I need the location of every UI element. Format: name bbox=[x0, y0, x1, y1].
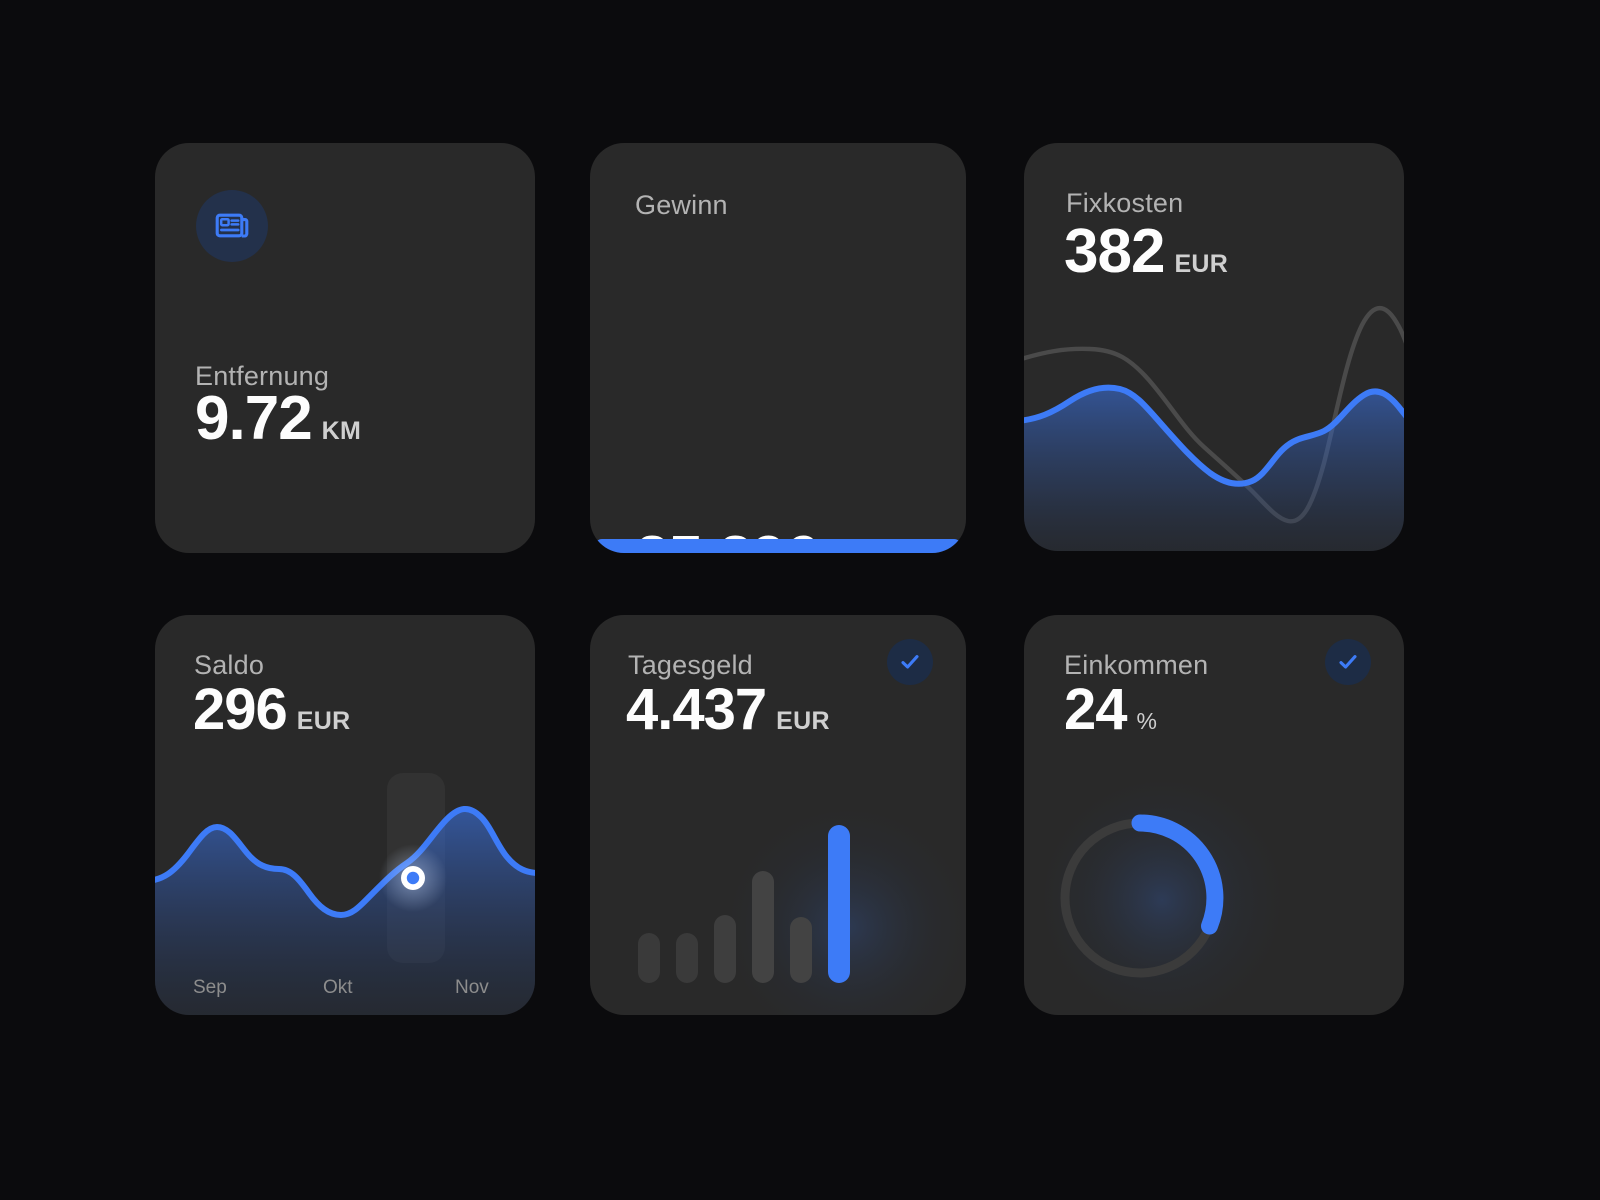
card-label: Saldo bbox=[194, 650, 265, 680]
saldo-marker-dot bbox=[406, 871, 420, 885]
metric-value: 296 bbox=[193, 677, 288, 742]
bar-5 bbox=[790, 917, 812, 983]
newspaper-icon-badge[interactable] bbox=[196, 190, 268, 262]
fixkosten-line bbox=[1024, 384, 1404, 487]
gauge-glow bbox=[1042, 780, 1282, 1015]
bar-2 bbox=[676, 933, 698, 983]
card-label: Gewinn bbox=[635, 190, 728, 220]
gauge-progress bbox=[1131, 814, 1224, 935]
metric-value-row: 296 EUR bbox=[193, 681, 350, 739]
card-saldo[interactable]: Saldo 296 EUR Sep Okt Nov bbox=[155, 615, 535, 1015]
bar-3 bbox=[714, 915, 736, 983]
bar-4 bbox=[752, 871, 774, 983]
card-einkommen[interactable]: Einkommen 24 % bbox=[1024, 615, 1404, 1015]
metric-unit: % bbox=[1136, 708, 1158, 734]
check-icon bbox=[1339, 655, 1357, 669]
axis-label-nov: Nov bbox=[455, 977, 489, 998]
axis-label-sep: Sep bbox=[193, 977, 227, 998]
card-label: Entfernung bbox=[195, 361, 330, 391]
metric-unit: EUR bbox=[296, 707, 351, 735]
card-gewinn[interactable]: Gewinn 25.296 EUR 112.71% bbox=[590, 143, 966, 553]
metric-unit: EUR bbox=[1174, 250, 1229, 278]
newspaper-icon bbox=[215, 213, 249, 238]
metric-value-row: 4.437 EUR bbox=[626, 681, 830, 739]
fixkosten-chart bbox=[1024, 305, 1404, 551]
metric-value: 9.72 bbox=[195, 384, 313, 453]
fixkosten-area-fill bbox=[1024, 387, 1404, 551]
card-fixkosten[interactable]: Fixkosten 382 EUR bbox=[1024, 143, 1404, 551]
saldo-chart bbox=[155, 773, 535, 1015]
metric-value: 382 bbox=[1064, 217, 1165, 286]
card-label: Tagesgeld bbox=[628, 650, 753, 680]
card-entfernung[interactable]: Entfernung 9.72 KM bbox=[155, 143, 535, 553]
einkommen-gauge bbox=[1042, 780, 1282, 1015]
accent-bar bbox=[595, 539, 961, 553]
status-badge[interactable] bbox=[1325, 639, 1371, 685]
card-label: Einkommen bbox=[1064, 650, 1209, 680]
metric-value-row: 9.72 KM bbox=[195, 388, 361, 450]
metric-value-row: 24 % bbox=[1064, 681, 1157, 739]
tagesgeld-chart bbox=[638, 809, 966, 1015]
bar-1 bbox=[638, 933, 660, 983]
metric-value: 4.437 bbox=[626, 677, 767, 742]
metric-unit: KM bbox=[321, 417, 362, 445]
metric-unit: EUR bbox=[776, 707, 830, 735]
status-badge[interactable] bbox=[887, 639, 933, 685]
metric-value: 24 bbox=[1064, 677, 1128, 742]
card-label: Fixkosten bbox=[1066, 188, 1184, 218]
axis-label-okt: Okt bbox=[323, 977, 353, 998]
card-tagesgeld[interactable]: Tagesgeld 4.437 EUR bbox=[590, 615, 966, 1015]
saldo-line bbox=[155, 806, 535, 918]
bar-6-highlight bbox=[828, 825, 850, 983]
metric-value-row: 382 EUR bbox=[1064, 221, 1228, 283]
check-icon bbox=[901, 655, 919, 669]
